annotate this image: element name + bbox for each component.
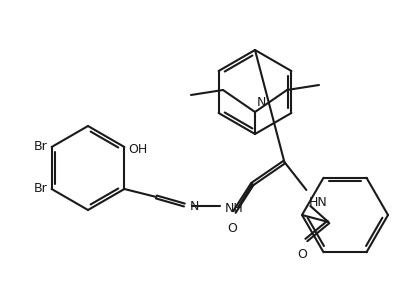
Text: Br: Br — [34, 182, 48, 195]
Text: N: N — [189, 201, 199, 214]
Text: O: O — [297, 248, 307, 261]
Text: OH: OH — [129, 144, 148, 157]
Text: NH: NH — [224, 201, 243, 214]
Text: N: N — [257, 96, 266, 109]
Text: Br: Br — [34, 140, 48, 153]
Text: HN: HN — [308, 196, 327, 209]
Text: O: O — [227, 222, 237, 235]
